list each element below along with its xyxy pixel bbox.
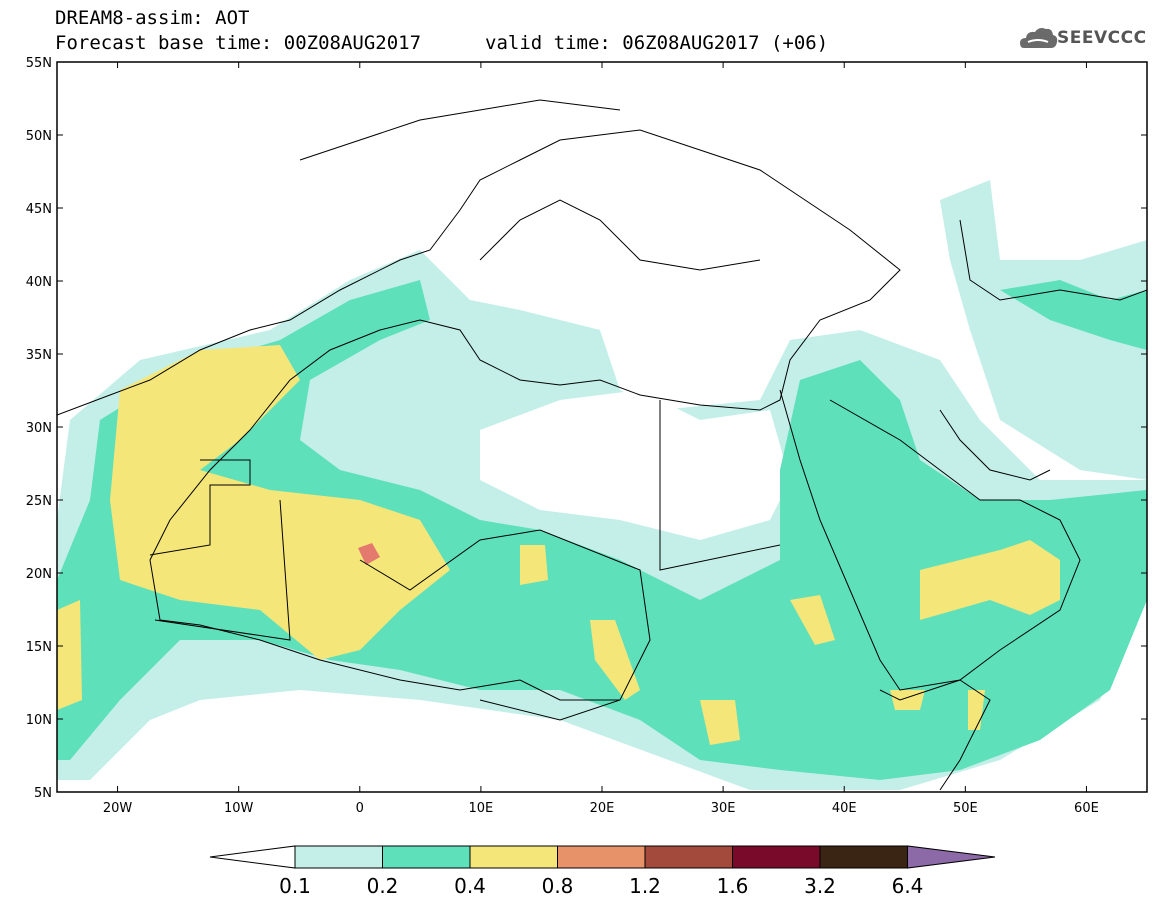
coastlines bbox=[57, 99, 1147, 791]
aot-clear-region bbox=[480, 390, 790, 540]
lat-tick-label: 25N bbox=[26, 494, 52, 509]
lat-tick-label: 20N bbox=[26, 567, 52, 582]
colorbar-box bbox=[732, 845, 821, 869]
colorbar-under-arrow bbox=[209, 845, 296, 869]
lat-tick-label: 40N bbox=[26, 275, 52, 290]
lon-tick-label: 10W bbox=[224, 801, 254, 816]
colorbar-label: 1.2 bbox=[629, 874, 661, 898]
colorbar-box bbox=[469, 845, 558, 869]
lon-tick-label: 20W bbox=[103, 801, 133, 816]
lat-tick-label: 10N bbox=[26, 713, 52, 728]
colorbar-labels: 0.1 0.2 0.4 0.8 1.2 1.6 3.2 6.4 bbox=[279, 874, 923, 898]
aot-level-very-high bbox=[358, 543, 380, 565]
colorbar-label: 1.6 bbox=[717, 874, 749, 898]
lon-tick-label: 60E bbox=[1074, 801, 1099, 816]
colorbar-box bbox=[557, 845, 646, 869]
valid-time: valid time: 06Z08AUG2017 (+06) bbox=[485, 32, 829, 54]
lon-tick-label: 40E bbox=[832, 801, 857, 816]
lon-tick-label: 10E bbox=[469, 801, 494, 816]
lat-tick-label: 45N bbox=[26, 202, 52, 217]
lat-tick-label: 30N bbox=[26, 421, 52, 436]
lat-tick-label: 55N bbox=[26, 56, 52, 71]
colorbar-label: 6.4 bbox=[892, 874, 924, 898]
latitude-axis: 55N 50N 45N 40N 35N 30N 25N 20N 15N 10N 5N bbox=[26, 56, 1147, 801]
lat-tick-label: 35N bbox=[26, 348, 52, 363]
map-title: DREAM8-assim: AOT bbox=[55, 7, 250, 29]
colorbar-box bbox=[644, 845, 733, 869]
lon-tick-label: 20E bbox=[590, 801, 615, 816]
colorbar-boxes bbox=[209, 845, 996, 869]
forecast-base-time: Forecast base time: 00Z08AUG2017 bbox=[55, 32, 422, 54]
colorbar-over-arrow bbox=[907, 845, 996, 869]
lat-tick-label: 5N bbox=[34, 786, 52, 801]
colorbar-box bbox=[382, 845, 471, 869]
colorbar-label: 0.2 bbox=[367, 874, 399, 898]
colorbar-box bbox=[819, 845, 908, 869]
logo-text: SEEVCCC bbox=[1057, 28, 1147, 48]
colorbar-label: 0.8 bbox=[542, 874, 574, 898]
colorbar-box bbox=[294, 845, 383, 869]
cloud-logo-icon bbox=[1020, 28, 1058, 48]
lon-tick-label: 30E bbox=[711, 801, 736, 816]
lon-tick-label: 50E bbox=[953, 801, 978, 816]
lat-tick-label: 50N bbox=[26, 129, 52, 144]
lat-tick-label: 15N bbox=[26, 640, 52, 655]
colorbar-label: 3.2 bbox=[804, 874, 836, 898]
colorbar-label: 0.4 bbox=[454, 874, 486, 898]
longitude-axis: 20W 10W 0 10E 20E 30E 40E 50E 60E bbox=[103, 62, 1099, 816]
colorbar-label: 0.1 bbox=[279, 874, 311, 898]
lon-tick-label: 0 bbox=[356, 801, 364, 816]
